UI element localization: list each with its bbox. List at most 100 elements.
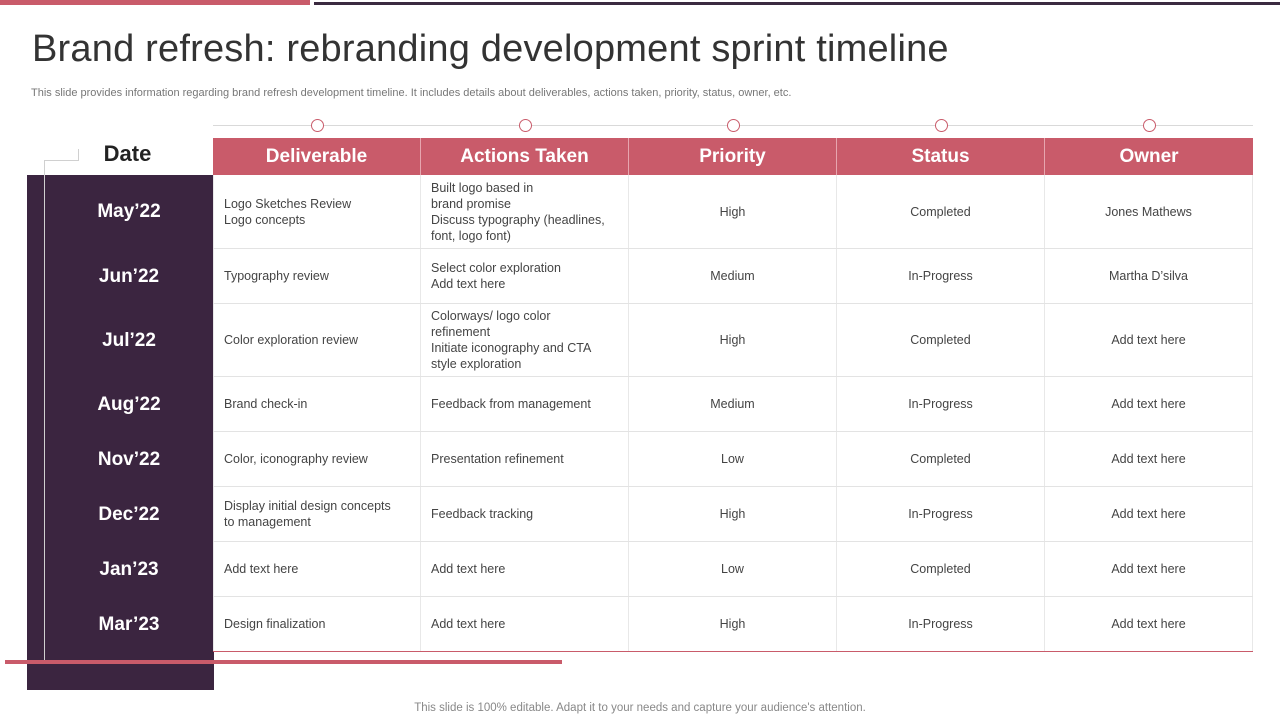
- deliverable-cell: Color, iconography review: [213, 432, 421, 486]
- owner-cell: Jones Mathews: [1045, 175, 1253, 248]
- owner-cell: Add text here: [1045, 432, 1253, 486]
- footer-note: This slide is 100% editable. Adapt it to…: [414, 702, 866, 714]
- actions-cell-line: Add text here: [431, 277, 506, 291]
- status-cell: Completed: [837, 304, 1045, 376]
- actions-cell-line: style exploration: [431, 357, 522, 371]
- date-label: Jul’22: [102, 329, 156, 351]
- table-row: Brand check-in Feedback from management Me…: [213, 377, 1253, 432]
- slide-subtitle: This slide provides information regardin…: [31, 87, 792, 99]
- status-cell: Completed: [837, 175, 1045, 248]
- date-label: Nov’22: [97, 448, 161, 470]
- owner-cell: Martha D’silva: [1045, 249, 1253, 303]
- date-header: Date: [103, 141, 152, 166]
- deliverable-cell: Design finalization: [213, 597, 421, 651]
- deliverable-cell-line: Color exploration review: [224, 333, 359, 347]
- table-row: Typography review Select color exploratio…: [213, 249, 1253, 304]
- actions-cell-line: Add text here: [431, 617, 506, 631]
- actions-cell: Feedback from management: [421, 377, 629, 431]
- date-label: Jan’23: [99, 558, 159, 580]
- priority-cell: High: [629, 304, 837, 376]
- owner-cell: Add text here: [1045, 542, 1253, 596]
- actions-cell-line: Initiate iconography and CTA: [431, 341, 592, 355]
- actions-cell: Add text here: [421, 597, 629, 651]
- timeline-dot: [519, 119, 532, 132]
- table-row: Display initial design concepts to manage…: [213, 487, 1253, 542]
- status-cell: Completed: [837, 432, 1045, 486]
- priority-cell: Medium: [629, 377, 837, 431]
- table-row: Add text here Add text here Low Completed Ad…: [213, 542, 1253, 597]
- timeline-table: Deliverable Actions Taken Priority Statu…: [213, 138, 1253, 652]
- status-cell: Completed: [837, 542, 1045, 596]
- deliverable-cell-line: Design finalization: [224, 617, 326, 631]
- column-header-owner: Owner: [1119, 145, 1179, 167]
- status-cell: In-Progress: [837, 487, 1045, 541]
- deliverable-cell: Display initial design concepts to manage…: [213, 487, 421, 541]
- deliverable-cell-line: Display initial design concepts: [224, 499, 391, 513]
- priority-cell: High: [629, 175, 837, 248]
- table-header: Deliverable Actions Taken Priority Statu…: [213, 138, 1253, 175]
- owner-cell: Add text here: [1045, 487, 1253, 541]
- priority-cell: Low: [629, 432, 837, 486]
- top-dark-bar: [314, 2, 1280, 5]
- actions-cell-line: refinement: [431, 325, 491, 339]
- actions-cell-line: Feedback tracking: [431, 507, 534, 521]
- actions-cell-line: Feedback from management: [431, 397, 591, 411]
- timeline-dot: [311, 119, 324, 132]
- deliverable-cell: Typography review: [213, 249, 421, 303]
- table-body: Logo Sketches Review Logo concepts Built l…: [213, 175, 1253, 652]
- bottom-accent-bar: [5, 660, 562, 664]
- deliverable-cell-line: Add text here: [224, 562, 299, 576]
- actions-cell: Built logo based in brand promise Discuss …: [421, 175, 629, 248]
- actions-cell: Select color exploration Add text here: [421, 249, 629, 303]
- actions-cell-line: Discuss typography (headlines,: [431, 212, 605, 227]
- timeline-dot: [727, 119, 740, 132]
- owner-cell: Add text here: [1045, 597, 1253, 651]
- column-header-deliverable: Deliverable: [213, 138, 421, 175]
- status-cell: In-Progress: [837, 377, 1045, 431]
- column-header-status: Status: [837, 138, 1045, 175]
- owner-cell: Add text here: [1045, 377, 1253, 431]
- actions-cell-line: Select color exploration: [431, 261, 561, 275]
- date-label: Aug’22: [97, 393, 161, 415]
- table-row: Logo Sketches Review Logo concepts Built l…: [213, 175, 1253, 249]
- status-cell: In-Progress: [837, 597, 1045, 651]
- priority-cell: Medium: [629, 249, 837, 303]
- table-row: Color, iconography review Presentation re…: [213, 432, 1253, 487]
- actions-cell-line: Presentation refinement: [431, 452, 564, 466]
- actions-cell: Colorways/ logo color refinement Initiate …: [421, 304, 629, 376]
- deliverable-cell-line: Brand check-in: [224, 397, 308, 411]
- priority-cell: Low: [629, 542, 837, 596]
- date-label: Dec’22: [98, 503, 160, 525]
- column-header-actions: Actions Taken: [421, 138, 629, 175]
- actions-cell-line: Add text here: [431, 562, 506, 576]
- actions-cell-line: Colorways/ logo color: [431, 309, 551, 323]
- owner-cell: Add text here: [1045, 304, 1253, 376]
- slide-title: Brand refresh: rebranding development sp…: [32, 28, 949, 70]
- actions-cell-line: font, logo font): [431, 228, 511, 243]
- deliverable-cell-line: to management: [224, 515, 311, 529]
- deliverable-cell-line: Color, iconography review: [224, 452, 368, 466]
- timeline-dot: [1143, 119, 1156, 132]
- priority-cell: High: [629, 597, 837, 651]
- actions-cell-line: brand promise: [431, 196, 511, 211]
- deliverable-cell: Logo Sketches Review Logo concepts: [213, 175, 421, 248]
- table-row: Design finalization Add text here High In-P…: [213, 597, 1253, 652]
- date-label: May’22: [97, 201, 161, 222]
- date-column: [27, 175, 214, 690]
- deliverable-cell-line: Typography review: [224, 269, 329, 283]
- deliverable-cell-line: Logo Sketches Review: [224, 196, 352, 211]
- date-bracket-line: [44, 160, 45, 660]
- priority-cell: High: [629, 487, 837, 541]
- actions-cell: Feedback tracking: [421, 487, 629, 541]
- actions-cell-line: Built logo based in: [431, 180, 534, 195]
- date-bracket-line: [44, 160, 79, 161]
- date-label: Jun’22: [98, 265, 160, 287]
- table-row: Color exploration review Colorways/ logo …: [213, 304, 1253, 377]
- timeline-dot: [935, 119, 948, 132]
- column-header-priority: Priority: [629, 138, 837, 175]
- date-label: Mar’23: [98, 613, 160, 635]
- deliverable-cell: Add text here: [213, 542, 421, 596]
- actions-cell: Presentation refinement: [421, 432, 629, 486]
- top-accent-bar: [0, 0, 310, 5]
- date-bracket-line: [78, 149, 79, 161]
